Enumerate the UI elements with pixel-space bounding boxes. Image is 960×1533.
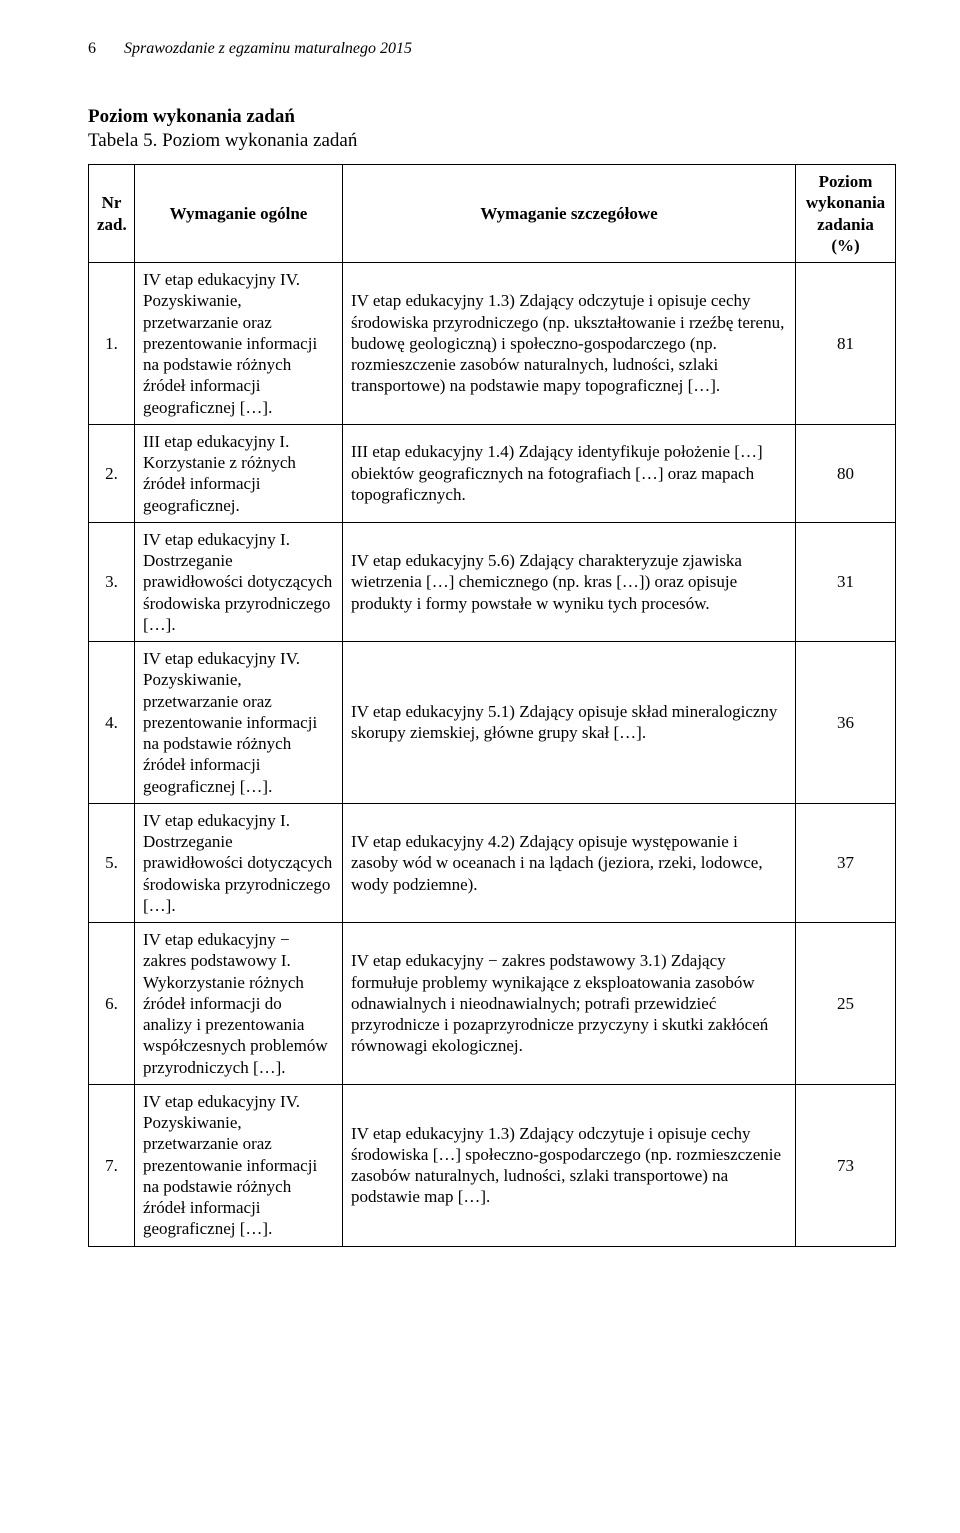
table-caption: Tabela 5. Poziom wykonania zadań xyxy=(88,130,896,152)
cell-nr: 5. xyxy=(89,803,135,922)
section-title: Poziom wykonania zadań xyxy=(88,106,896,128)
cell-nr: 3. xyxy=(89,522,135,641)
cell-nr: 7. xyxy=(89,1084,135,1246)
cell-poziom: 36 xyxy=(796,642,896,804)
table-row: 6.IV etap edukacyjny − zakres podstawowy… xyxy=(89,923,896,1085)
col-ogolne: Wymaganie ogólne xyxy=(135,165,343,263)
cell-poziom: 80 xyxy=(796,424,896,522)
cell-szczegolowe: IV etap edukacyjny 4.2) Zdający opisuje … xyxy=(343,803,796,922)
table-row: 1.IV etap edukacyjny IV. Pozyskiwanie, p… xyxy=(89,263,896,425)
cell-ogolne: IV etap edukacyjny I. Dostrzeganie prawi… xyxy=(135,803,343,922)
cell-ogolne: IV etap edukacyjny IV. Pozyskiwanie, prz… xyxy=(135,263,343,425)
cell-szczegolowe: IV etap edukacyjny 5.1) Zdający opisuje … xyxy=(343,642,796,804)
cell-szczegolowe: IV etap edukacyjny 1.3) Zdający odczytuj… xyxy=(343,263,796,425)
cell-szczegolowe: IV etap edukacyjny 1.3) Zdający odczytuj… xyxy=(343,1084,796,1246)
cell-ogolne: IV etap edukacyjny IV. Pozyskiwanie, prz… xyxy=(135,642,343,804)
cell-nr: 2. xyxy=(89,424,135,522)
table-row: 4.IV etap edukacyjny IV. Pozyskiwanie, p… xyxy=(89,642,896,804)
cell-ogolne: IV etap edukacyjny − zakres podstawowy I… xyxy=(135,923,343,1085)
cell-szczegolowe: IV etap edukacyjny − zakres podstawowy 3… xyxy=(343,923,796,1085)
cell-ogolne: IV etap edukacyjny IV. Pozyskiwanie, prz… xyxy=(135,1084,343,1246)
col-nr: Nr zad. xyxy=(89,165,135,263)
cell-ogolne: III etap edukacyjny I. Korzystanie z róż… xyxy=(135,424,343,522)
table-row: 7.IV etap edukacyjny IV. Pozyskiwanie, p… xyxy=(89,1084,896,1246)
col-poziom: Poziom wykonania zadania (%) xyxy=(796,165,896,263)
tasks-table: Nr zad. Wymaganie ogólne Wymaganie szcze… xyxy=(88,164,896,1247)
page-number: 6 xyxy=(88,40,96,57)
running-title: Sprawozdanie z egzaminu maturalnego 2015 xyxy=(124,40,412,57)
cell-poziom: 25 xyxy=(796,923,896,1085)
table-header-row: Nr zad. Wymaganie ogólne Wymaganie szcze… xyxy=(89,165,896,263)
running-header: 6 Sprawozdanie z egzaminu maturalnego 201… xyxy=(88,40,896,58)
table-row: 5.IV etap edukacyjny I. Dostrzeganie pra… xyxy=(89,803,896,922)
cell-poziom: 31 xyxy=(796,522,896,641)
cell-ogolne: IV etap edukacyjny I. Dostrzeganie prawi… xyxy=(135,522,343,641)
cell-nr: 4. xyxy=(89,642,135,804)
table-row: 3.IV etap edukacyjny I. Dostrzeganie pra… xyxy=(89,522,896,641)
cell-nr: 1. xyxy=(89,263,135,425)
cell-szczegolowe: IV etap edukacyjny 5.6) Zdający charakte… xyxy=(343,522,796,641)
cell-poziom: 37 xyxy=(796,803,896,922)
cell-poziom: 73 xyxy=(796,1084,896,1246)
cell-szczegolowe: III etap edukacyjny 1.4) Zdający identyf… xyxy=(343,424,796,522)
table-row: 2.III etap edukacyjny I. Korzystanie z r… xyxy=(89,424,896,522)
cell-nr: 6. xyxy=(89,923,135,1085)
col-szczeg: Wymaganie szczegółowe xyxy=(343,165,796,263)
cell-poziom: 81 xyxy=(796,263,896,425)
page: 6 Sprawozdanie z egzaminu maturalnego 201… xyxy=(0,0,960,1533)
